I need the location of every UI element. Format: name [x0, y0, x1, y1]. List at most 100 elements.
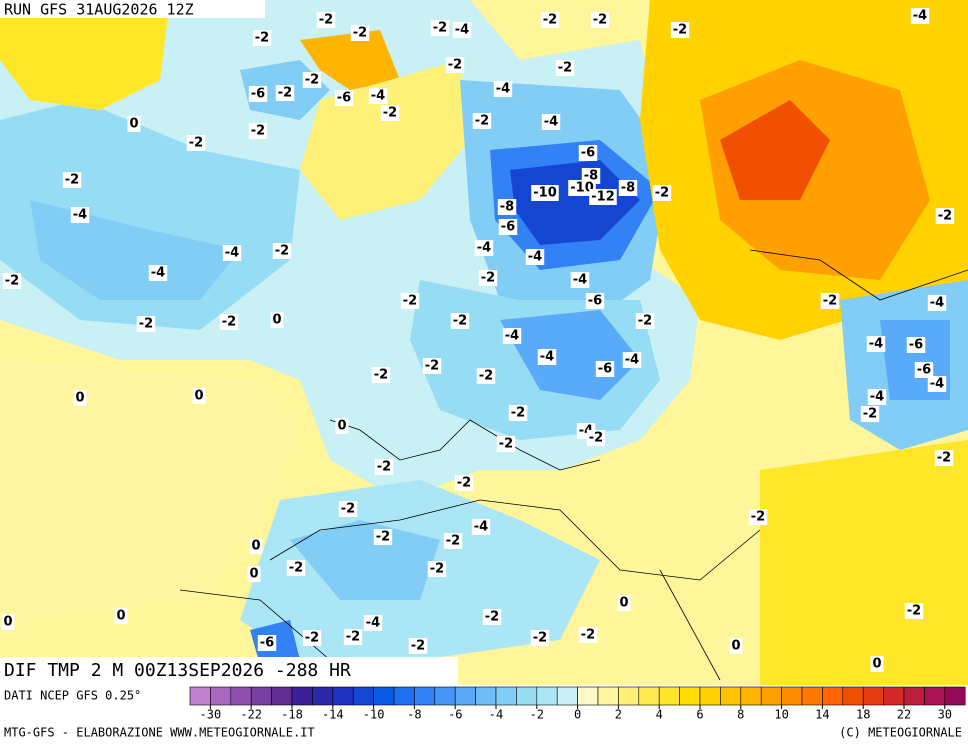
contour-label: -2 — [251, 124, 265, 139]
contour-label: -2 — [305, 631, 319, 646]
colorbar-label: -6 — [448, 708, 462, 722]
colorbar-label: -22 — [240, 708, 262, 722]
label-bg — [482, 609, 502, 625]
colorbar-box — [924, 686, 946, 706]
contour-label: -2 — [305, 73, 319, 88]
label-bg — [555, 60, 575, 76]
label-bg — [286, 560, 306, 576]
colorbar-label: -18 — [281, 708, 303, 722]
label-bg — [373, 529, 393, 545]
contour-label: -2 — [425, 359, 439, 374]
copyright-text: (C) METEOGIORNALE — [839, 726, 962, 740]
label-bg — [578, 627, 598, 643]
label-bg — [497, 199, 517, 215]
contour-label: -8 — [500, 200, 514, 215]
label-bg — [635, 313, 655, 329]
contour-label: -4 — [540, 350, 554, 365]
header-box — [0, 0, 265, 18]
label-bg — [252, 30, 272, 46]
contour-label: -2 — [453, 314, 467, 329]
label-bg — [496, 436, 516, 452]
colorbar-label: -8 — [407, 708, 421, 722]
label-bg — [537, 349, 557, 365]
colorbar-box — [210, 686, 232, 706]
colorbar-box — [230, 686, 252, 706]
label-bg — [478, 270, 498, 286]
contour-label: -2 — [433, 21, 447, 36]
label-bg — [192, 388, 206, 404]
label-bg — [257, 635, 277, 651]
contour-label: -6 — [909, 338, 923, 353]
contour-label: -2 — [65, 173, 79, 188]
field-box — [0, 657, 458, 685]
contour-label: -2 — [581, 628, 595, 643]
contour-label: -2 — [5, 274, 19, 289]
contour-label: -2 — [638, 314, 652, 329]
label-bg — [454, 475, 474, 491]
contour-label: -4 — [505, 329, 519, 344]
colorbar-box — [475, 686, 497, 706]
contour-label: -2 — [377, 460, 391, 475]
label-bg — [363, 615, 383, 631]
colorbar-box — [393, 686, 415, 706]
contour-label: -2 — [937, 451, 951, 466]
label-bg — [443, 533, 463, 549]
colorbar: -30 -22 -18 -14 -10 -8 -6 -4 -2 0 2 4 6 8 10 14 18 22 30 — [189, 686, 966, 722]
colorbar-label: 2 — [615, 708, 622, 722]
contour-label: -2 — [751, 510, 765, 525]
colorbar-box — [801, 686, 823, 706]
label-bg — [127, 116, 141, 132]
colorbar-box — [495, 686, 517, 706]
contour-label: -6 — [588, 294, 602, 309]
source-text: DATI NCEP GFS 0.25° — [4, 689, 141, 703]
contour-label: 0 — [129, 117, 138, 132]
label-bg — [914, 362, 934, 378]
contour-label: -4 — [73, 208, 87, 223]
label-bg — [247, 566, 261, 582]
contour-label: -4 — [544, 115, 558, 130]
contour-label: -6 — [917, 363, 931, 378]
label-bg — [935, 208, 955, 224]
label-bg — [471, 519, 491, 535]
coastlines — [179, 249, 968, 681]
colorbar-box — [740, 686, 762, 706]
label-bg — [541, 114, 561, 130]
label-bg — [904, 603, 924, 619]
colorbar-box — [414, 686, 436, 706]
label-bg — [408, 638, 428, 654]
contour-label: -2 — [543, 13, 557, 28]
contour-label: -4 — [455, 23, 469, 38]
label-bg — [585, 293, 605, 309]
contour-label: 0 — [3, 615, 12, 630]
contour-label: -4 — [625, 353, 639, 368]
colorbar-box — [189, 686, 211, 706]
label-bg — [374, 459, 394, 475]
label-bg — [450, 313, 470, 329]
label-bg — [525, 249, 545, 265]
label-bg — [148, 265, 168, 281]
colorbar-box — [577, 686, 599, 706]
credit-text: MTG-GFS - ELABORAZIONE WWW.METEOGIORNALE… — [4, 726, 315, 740]
label-bg — [248, 123, 268, 139]
label-bg — [508, 405, 528, 421]
contour-label: -2 — [376, 530, 390, 545]
label-bg — [586, 430, 606, 446]
contour-labels: -2 -2 -2-2-4-2 -4-2-2-2 -2-6 -2-2-6 -4-2-40 -2-… — [1, 8, 955, 672]
contour-label: 0 — [251, 539, 260, 554]
label-bg — [272, 243, 292, 259]
contour-label: 0 — [872, 657, 881, 672]
colorbar-label: 6 — [696, 708, 703, 722]
label-bg — [568, 180, 596, 196]
label-bg — [2, 273, 22, 289]
colorbar-box — [883, 686, 905, 706]
contour-label: -12 — [591, 190, 615, 205]
contour-label: 0 — [337, 419, 346, 434]
label-bg — [70, 207, 90, 223]
label-bg — [870, 656, 884, 672]
colorbar-label: 18 — [856, 708, 870, 722]
contour-label: -8 — [584, 169, 598, 184]
colorbar-box — [454, 686, 476, 706]
contour-label: -4 — [474, 520, 488, 535]
